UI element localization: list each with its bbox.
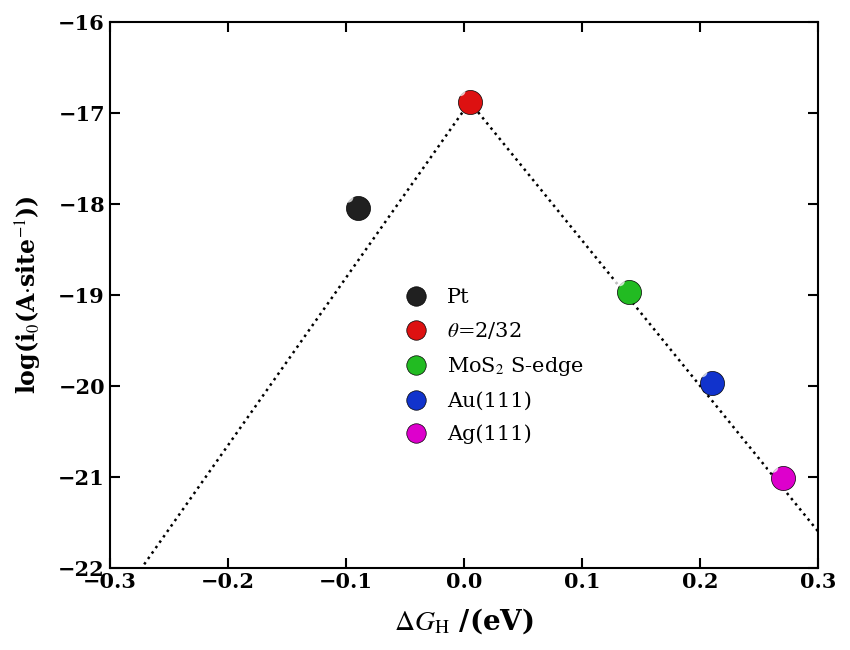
Point (463, 97, 477, 107)
X-axis label: $\Delta G_{\rm H}$ /(eV): $\Delta G_{\rm H}$ /(eV) (394, 606, 534, 636)
Point (622, 287, 636, 297)
Point (351, 203, 365, 214)
Point (705, 378, 718, 388)
Point (454, 86, 468, 96)
Point (613, 276, 626, 286)
Point (767, 462, 780, 473)
Point (342, 192, 355, 203)
Y-axis label: log(i$_0$(A$\cdot$site$^{-1}$)): log(i$_0$(A$\cdot$site$^{-1}$)) (14, 196, 44, 394)
Legend: Pt, $\theta$=2/32, MoS$_2$ S-edge, Au(111), Ag(111): Pt, $\theta$=2/32, MoS$_2$ S-edge, Au(11… (388, 280, 592, 452)
Point (776, 473, 790, 484)
Point (695, 367, 709, 377)
